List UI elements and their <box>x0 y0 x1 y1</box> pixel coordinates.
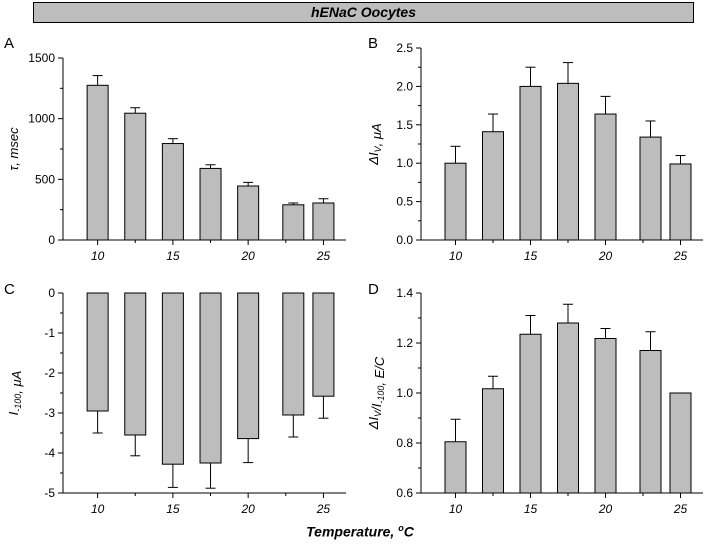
x-tick-label-d-3: 25 <box>673 502 688 516</box>
y-tick-label-b-3: 1.5 <box>396 118 413 132</box>
bar-a-3 <box>199 167 222 241</box>
bar-d-2 <box>519 333 542 494</box>
bar-d-4 <box>594 338 617 494</box>
bar-d-3 <box>557 322 579 494</box>
bar-d-6 <box>669 392 692 494</box>
x-tick-label-b-2: 20 <box>598 249 613 263</box>
bar-b-4 <box>594 113 617 241</box>
x-tick-label-b-0: 10 <box>449 249 463 263</box>
y-tick-label-c-4: -4 <box>44 446 55 460</box>
y-tick-label-d-3: 1.2 <box>396 336 413 350</box>
panel-label-c: C <box>4 281 15 298</box>
y-tick-label-a-0: 0 <box>48 233 55 247</box>
x-tick-label-d-2: 20 <box>598 502 613 516</box>
x-tick-label-a-1: 15 <box>166 249 180 263</box>
bar-c-0 <box>86 292 109 412</box>
bar-a-5 <box>282 204 305 241</box>
y-tick-label-c-5: -5 <box>44 486 55 500</box>
bar-c-2 <box>161 292 184 465</box>
bar-a-0 <box>86 84 109 241</box>
x-axis-title-text: Temperature, <box>306 523 399 540</box>
x-tick-label-c-0: 10 <box>91 502 105 516</box>
x-tick-label-c-1: 15 <box>166 502 180 516</box>
x-tick-label-c-2: 20 <box>240 502 255 516</box>
panel-c: C 0 -1 -2 -3 -4 -5 10 15 20 25 I-100, μA <box>4 281 346 516</box>
bar-c-6 <box>312 292 335 397</box>
bar-d-1 <box>482 388 504 494</box>
x-tick-label-c-3: 25 <box>316 502 331 516</box>
y-tick-label-a-1: 500 <box>35 172 55 186</box>
x-tick-label-d-0: 10 <box>449 502 463 516</box>
bar-a-1 <box>124 112 147 241</box>
x-tick-label-a-3: 25 <box>316 249 331 263</box>
y-tick-label-b-0: 0.0 <box>396 233 413 247</box>
bar-b-0 <box>444 162 467 241</box>
x-tick-label-b-1: 15 <box>524 249 538 263</box>
y-tick-label-d-4: 1.4 <box>396 286 413 300</box>
bar-d-0 <box>444 441 467 494</box>
y-tick-label-b-2: 1.0 <box>396 156 413 170</box>
y-tick-label-a-2: 1000 <box>28 112 55 126</box>
bar-b-5 <box>639 136 662 241</box>
figure-title-banner: hENaC Oocytes <box>33 2 694 23</box>
y-axis-label-b: ΔIV, μA <box>366 123 384 165</box>
bar-b-6 <box>669 163 692 241</box>
bar-c-5 <box>282 292 305 416</box>
x-tick-label-b-3: 25 <box>673 249 688 263</box>
y-tick-label-c-0: 0 <box>48 286 55 300</box>
x-tick-label-a-2: 20 <box>240 249 255 263</box>
y-tick-label-d-1: 0.8 <box>396 436 413 450</box>
y-tick-label-c-1: -1 <box>44 326 55 340</box>
bar-a-4 <box>237 185 260 241</box>
y-axis-label-d: ΔIV/I-100, E/C <box>366 356 387 430</box>
y-tick-label-c-3: -3 <box>44 406 55 420</box>
bar-c-1 <box>124 292 147 436</box>
bar-b-2 <box>519 85 542 241</box>
x-axis-unit-superscript: o <box>398 523 404 533</box>
y-tick-label-b-5: 2.5 <box>396 41 413 55</box>
bar-c-4 <box>237 292 260 440</box>
bar-d-5 <box>639 350 662 494</box>
bar-b-3 <box>557 82 579 241</box>
panel-a: A 0 500 1000 1500 10 15 20 25 τ, msec <box>4 35 346 263</box>
bar-c-3 <box>199 292 222 464</box>
y-tick-label-d-2: 1.0 <box>396 386 413 400</box>
x-tick-label-d-1: 15 <box>524 502 538 516</box>
bar-a-6 <box>312 202 335 241</box>
panel-d: D 0.6 0.8 1.0 1.2 1.4 10 15 20 25 ΔIV/I-100, E/C <box>366 281 703 516</box>
y-tick-label-b-1: 0.5 <box>396 195 413 209</box>
panel-b: B 0.0 0.5 1.0 1.5 2.0 2.5 10 15 20 25 ΔIV, μA <box>366 35 703 263</box>
y-tick-label-d-0: 0.6 <box>396 486 413 500</box>
x-tick-label-a-0: 10 <box>91 249 105 263</box>
y-axis-label-a: τ, msec <box>6 127 21 171</box>
x-axis-title: Temperature, oC <box>0 523 720 540</box>
panel-label-a: A <box>4 35 14 52</box>
y-tick-label-a-3: 1500 <box>28 51 55 65</box>
panel-label-b: B <box>368 35 378 52</box>
y-axis-label-c: I-100, μA <box>6 371 24 416</box>
y-tick-label-b-4: 2.0 <box>396 79 413 93</box>
x-axis-unit: C <box>403 523 414 540</box>
panel-label-d: D <box>368 281 379 298</box>
bar-b-1 <box>482 131 504 241</box>
bar-a-2 <box>161 143 184 241</box>
y-tick-label-c-2: -2 <box>44 366 55 380</box>
